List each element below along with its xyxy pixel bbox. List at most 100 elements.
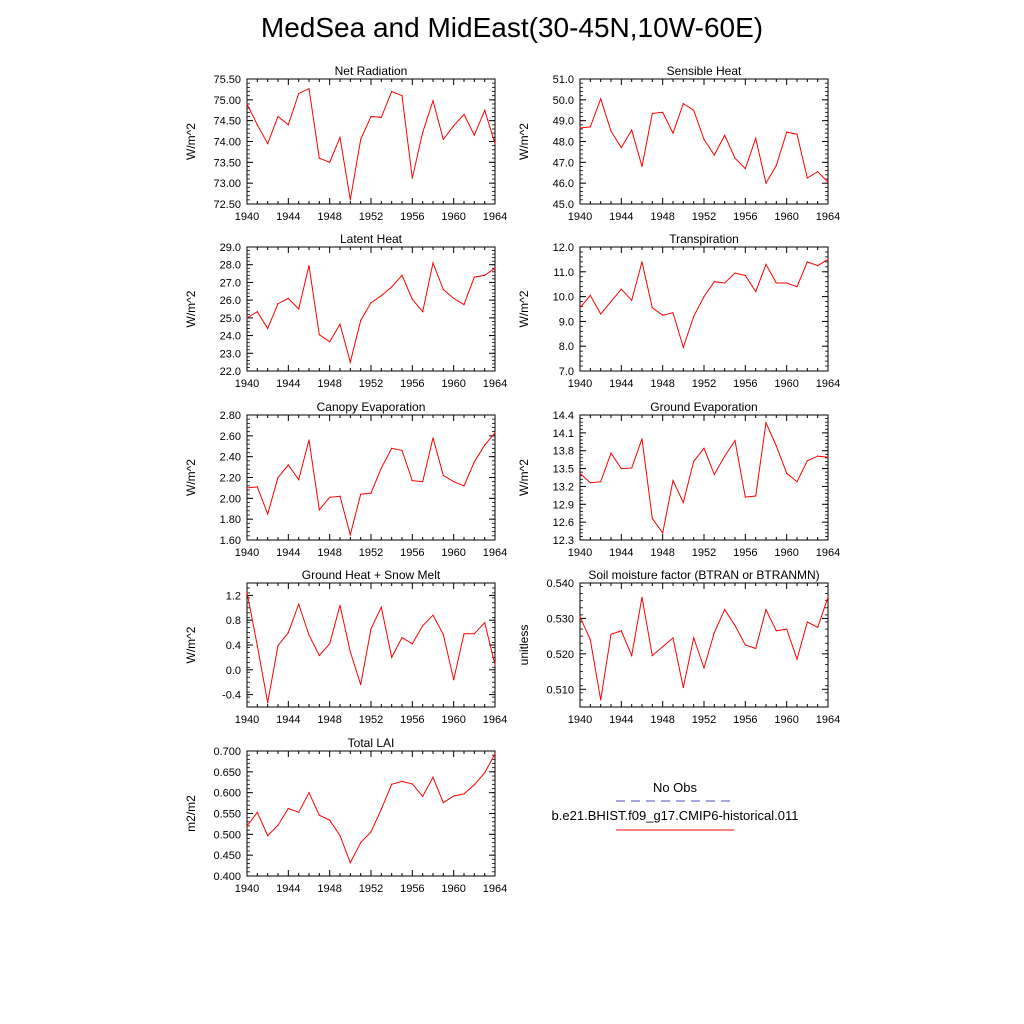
panel-3: Latent Heat W/m^2 1940 1944 1948 1952 1956 1960…: [184, 232, 507, 390]
y-tick-label: 14.4: [553, 410, 574, 422]
y-tick-label: -0.4: [222, 690, 241, 702]
panel-1: Net Radiation W/m^2 1940 1944 1948 1952 1956 19…: [184, 64, 507, 223]
data-point: [339, 604, 341, 606]
x-tick-label: 1940: [235, 378, 259, 390]
data-point: [806, 177, 808, 179]
data-point: [442, 802, 444, 804]
data-point: [442, 474, 444, 477]
data-point: [349, 361, 351, 363]
data-point: [786, 472, 788, 474]
panel-title: Latent Heat: [340, 232, 403, 246]
data-point: [401, 95, 403, 97]
y-axis-label: W/m^2: [517, 290, 531, 327]
y-tick-label: 27.0: [220, 277, 241, 289]
data-point: [579, 307, 581, 309]
data-point: [610, 300, 612, 303]
data-point: [473, 633, 475, 635]
data-point: [349, 199, 351, 201]
data-point: [287, 632, 289, 634]
data-point: [339, 323, 341, 325]
x-tick-label: 1948: [317, 547, 341, 559]
plot-frame: [246, 78, 496, 205]
data-point: [806, 621, 808, 623]
x-tick-label: 1956: [400, 547, 424, 559]
data-point: [662, 314, 664, 316]
data-point: [600, 699, 602, 701]
data-point: [827, 258, 829, 260]
data-point: [827, 596, 829, 598]
x-tick-label: 1944: [609, 547, 633, 559]
data-point: [432, 262, 434, 264]
legend-model-label: b.e21.BHIST.f09_g17.CMIP6-historical.011: [552, 808, 799, 823]
data-point: [463, 633, 465, 635]
data-point: [734, 439, 736, 442]
data-point: [298, 478, 300, 481]
y-tick-label: 0.510: [546, 684, 574, 696]
x-tick-label: 1948: [650, 211, 674, 223]
data-point: [796, 481, 798, 483]
x-tick-label: 1960: [441, 378, 465, 390]
y-tick-label: 24.0: [220, 331, 241, 343]
plot-frame: [246, 582, 496, 708]
data-point: [610, 130, 612, 132]
y-tick-label: 72.50: [213, 199, 241, 211]
y-tick-label: 0.0: [226, 665, 241, 677]
data-point: [453, 125, 455, 127]
data-point: [786, 628, 788, 630]
x-tick-label: 1944: [609, 714, 633, 726]
series-line: [246, 432, 496, 537]
data-point: [641, 596, 643, 598]
data-point: [442, 138, 444, 141]
y-tick-label: 0.520: [546, 649, 574, 661]
x-tick-label: 1944: [276, 883, 300, 895]
data-point: [600, 98, 602, 100]
data-point: [589, 639, 591, 641]
y-tick-label: 23.0: [220, 348, 241, 360]
panel-title: Total LAI: [348, 736, 395, 750]
y-axis-label: W/m^2: [184, 626, 198, 663]
data-point: [277, 303, 279, 305]
data-point: [672, 312, 674, 314]
data-point: [422, 795, 424, 798]
y-axis-label: W/m^2: [184, 123, 198, 160]
data-point: [256, 645, 258, 647]
y-tick-label: 0.650: [213, 767, 241, 779]
x-tick-label: 1960: [441, 714, 465, 726]
data-point: [651, 655, 653, 657]
data-point: [308, 439, 310, 441]
x-tick-label: 1956: [733, 211, 757, 223]
data-point: [817, 265, 819, 267]
data-point: [765, 422, 767, 424]
series-line: [246, 592, 496, 703]
data-point: [786, 282, 788, 284]
data-point: [817, 455, 819, 457]
y-tick-label: 28.0: [220, 260, 241, 272]
x-tick-label: 1952: [359, 547, 383, 559]
x-tick-label: 1948: [650, 547, 674, 559]
data-point: [494, 753, 496, 755]
data-point: [703, 296, 705, 298]
data-point: [298, 811, 300, 813]
data-point: [600, 313, 602, 315]
data-point: [651, 112, 653, 114]
data-point: [724, 608, 726, 611]
plot-frame: [579, 246, 829, 372]
data-point: [401, 636, 403, 639]
x-tick-label: 1952: [359, 714, 383, 726]
y-tick-label: 0.700: [213, 746, 241, 758]
data-point: [391, 656, 393, 659]
data-point: [724, 134, 726, 136]
data-point: [411, 783, 413, 785]
data-point: [349, 651, 351, 653]
x-tick-label: 1948: [317, 714, 341, 726]
data-point: [703, 667, 705, 669]
panel-title: Ground Heat + Snow Melt: [302, 568, 441, 582]
y-tick-label: 0.4: [226, 640, 241, 652]
data-point: [473, 784, 475, 786]
legend-obs-label: No Obs: [653, 780, 698, 795]
data-point: [267, 142, 269, 145]
x-tick-label: 1956: [733, 547, 757, 559]
y-axis-label: W/m^2: [517, 123, 531, 160]
y-tick-label: 12.6: [553, 517, 574, 529]
